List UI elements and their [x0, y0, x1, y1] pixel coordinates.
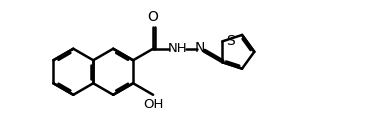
Text: NH: NH	[167, 42, 187, 55]
Text: N: N	[195, 41, 205, 55]
Text: OH: OH	[143, 98, 163, 111]
Text: O: O	[147, 10, 158, 24]
Text: S: S	[226, 34, 235, 48]
